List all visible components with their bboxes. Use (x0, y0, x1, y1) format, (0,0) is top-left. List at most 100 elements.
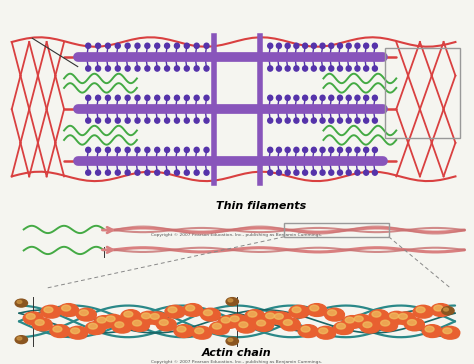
Circle shape (302, 95, 308, 100)
Circle shape (125, 147, 130, 153)
Circle shape (373, 170, 377, 175)
Circle shape (337, 95, 343, 100)
Circle shape (236, 320, 256, 333)
Circle shape (26, 313, 35, 319)
Circle shape (50, 325, 70, 337)
Circle shape (194, 170, 199, 175)
Circle shape (329, 43, 334, 48)
Circle shape (337, 43, 343, 48)
Circle shape (184, 170, 189, 175)
Circle shape (355, 66, 360, 71)
Circle shape (105, 66, 110, 71)
Circle shape (307, 304, 327, 316)
Circle shape (251, 314, 264, 322)
Circle shape (364, 66, 369, 71)
Circle shape (192, 327, 212, 339)
Circle shape (393, 316, 406, 324)
Circle shape (408, 320, 416, 325)
Circle shape (85, 322, 105, 335)
Text: Copyright © 2007 Pearson Education, Inc., publishing as Benjamin Cummings.: Copyright © 2007 Pearson Education, Inc.… (151, 360, 323, 364)
Circle shape (103, 314, 123, 327)
Circle shape (17, 300, 22, 304)
Circle shape (30, 316, 43, 324)
Circle shape (216, 326, 229, 334)
Circle shape (260, 323, 273, 331)
Circle shape (285, 95, 290, 100)
Bar (385, 48, 460, 138)
Circle shape (129, 318, 149, 331)
Circle shape (62, 305, 71, 311)
Circle shape (207, 312, 220, 321)
Circle shape (204, 43, 209, 48)
Circle shape (168, 307, 177, 313)
Circle shape (369, 310, 389, 323)
Circle shape (41, 305, 61, 318)
Circle shape (416, 307, 425, 313)
Circle shape (125, 170, 130, 175)
Circle shape (342, 316, 362, 328)
Circle shape (97, 317, 106, 323)
Circle shape (274, 313, 283, 319)
Circle shape (53, 326, 62, 332)
Circle shape (68, 327, 88, 339)
Circle shape (172, 309, 184, 318)
Circle shape (395, 312, 415, 325)
Circle shape (94, 316, 114, 328)
Circle shape (145, 66, 150, 71)
Circle shape (155, 43, 160, 48)
Circle shape (320, 66, 325, 71)
Circle shape (79, 310, 88, 316)
Circle shape (133, 320, 142, 326)
Circle shape (337, 147, 343, 153)
Circle shape (112, 320, 132, 333)
Circle shape (263, 311, 283, 324)
Circle shape (96, 147, 100, 153)
Circle shape (334, 322, 354, 335)
Circle shape (346, 147, 351, 153)
Circle shape (121, 310, 141, 323)
Circle shape (135, 95, 140, 100)
Circle shape (346, 170, 351, 175)
Circle shape (174, 325, 194, 337)
Circle shape (150, 313, 159, 319)
Circle shape (145, 316, 158, 324)
Circle shape (302, 66, 308, 71)
Circle shape (364, 95, 369, 100)
Circle shape (115, 170, 120, 175)
Circle shape (105, 147, 110, 153)
Circle shape (355, 147, 360, 153)
Circle shape (268, 66, 273, 71)
Circle shape (404, 318, 424, 331)
Circle shape (349, 320, 362, 328)
Circle shape (245, 310, 265, 323)
Circle shape (189, 308, 202, 316)
Circle shape (373, 147, 377, 153)
Circle shape (115, 322, 124, 328)
Circle shape (346, 66, 351, 71)
Circle shape (212, 323, 221, 329)
Circle shape (165, 305, 185, 318)
Circle shape (221, 317, 230, 323)
Circle shape (115, 66, 120, 71)
Circle shape (354, 316, 363, 322)
Circle shape (285, 43, 290, 48)
Circle shape (164, 95, 170, 100)
Circle shape (294, 66, 299, 71)
Circle shape (364, 147, 369, 153)
Circle shape (355, 118, 360, 123)
Circle shape (96, 118, 100, 123)
Circle shape (86, 147, 91, 153)
Circle shape (39, 322, 52, 331)
Circle shape (443, 328, 452, 334)
Circle shape (135, 118, 140, 123)
Circle shape (234, 318, 246, 327)
Circle shape (301, 326, 310, 332)
Circle shape (268, 118, 273, 123)
Circle shape (355, 43, 360, 48)
Circle shape (118, 324, 131, 333)
Circle shape (411, 322, 424, 331)
Circle shape (124, 311, 133, 317)
Circle shape (71, 328, 80, 334)
Circle shape (147, 312, 167, 325)
Circle shape (378, 318, 398, 331)
